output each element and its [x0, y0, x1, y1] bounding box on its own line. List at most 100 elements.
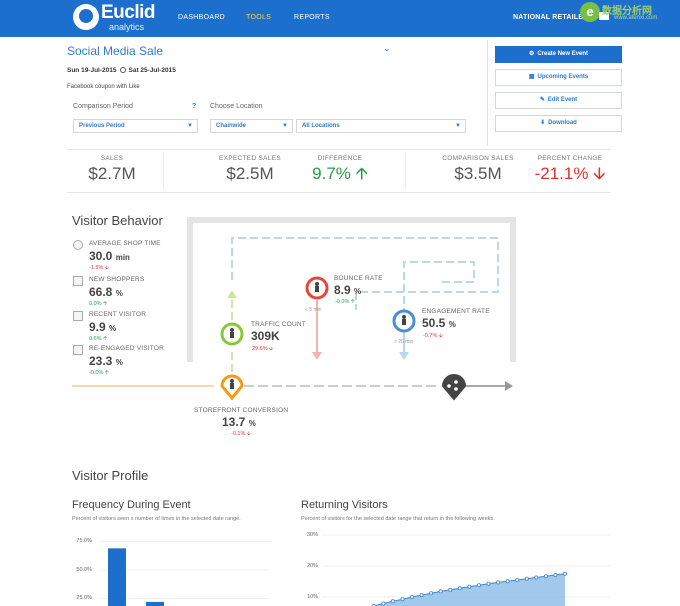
bounce-rate-delta: -0.0% 🡩 [335, 298, 355, 307]
metric-delta: -0.0% 🡩 [89, 369, 109, 378]
kpi-value: $2.5M [226, 164, 274, 183]
returning-point [486, 581, 491, 586]
metric-value: 9.9 % [89, 320, 116, 334]
returning-point [448, 587, 453, 592]
kpi-value: $2.7M [88, 164, 136, 183]
kpi-label: SALES [100, 155, 124, 162]
event-title[interactable]: Social Media Sale [67, 44, 164, 58]
end-date: Sat 25-Jul-2015 [128, 67, 176, 74]
returning-point [419, 593, 424, 598]
calendar-icon [73, 311, 83, 321]
calendar-icon [73, 345, 83, 355]
frequency-title: Frequency During Event [72, 499, 191, 511]
watermark-logo-icon: e [580, 2, 600, 22]
visitor-behavior-title: Visitor Behavior [72, 213, 163, 228]
returning-description: Percent of visitors for the selected dat… [301, 516, 495, 522]
engagement-time-label: > 20 min [394, 339, 414, 345]
location-group-value: Chainwide [216, 123, 247, 129]
arrow-down-icon: 🡫 [246, 431, 251, 437]
returning-point [534, 575, 539, 580]
returning-point [429, 591, 434, 596]
engagement-arrowhead [399, 352, 409, 360]
metric-unit: % [109, 324, 117, 333]
chevron-down-icon: ▼ [282, 123, 288, 129]
returning-point [438, 589, 443, 594]
returning-tick: 10% [306, 594, 318, 600]
kpi-label: DIFFERENCE [317, 155, 363, 162]
location-select[interactable]: All Locations ▼ [296, 119, 466, 133]
location-value: All Locations [302, 123, 340, 129]
arrow-up-icon: 🡩 [103, 301, 108, 307]
brand-subtitle: analytics [109, 22, 145, 32]
returning-point [409, 595, 414, 600]
event-description: Facebook coupon with Like [67, 84, 140, 90]
comparison-period-select[interactable]: Previous Period ▼ [73, 119, 198, 133]
start-date: Sun 19-Jul-2015 [67, 67, 117, 74]
kpi-label: PERCENT CHANGE [537, 155, 603, 162]
download-icon: ⬇ [540, 120, 546, 126]
metric-label: AVERAGE SHOP TIME [89, 240, 161, 247]
brand-name[interactable]: Euclid [101, 2, 156, 23]
calendar-icon [73, 276, 83, 286]
nav-dashboard[interactable]: DASHBOARD [178, 14, 226, 21]
returning-point [496, 580, 501, 585]
returning-tick: 30% [306, 532, 318, 538]
metric-delta-value: 0.6% [89, 336, 102, 342]
exit-node [441, 374, 467, 401]
bounce-unit: % [354, 287, 362, 296]
returning-point [553, 573, 558, 578]
metric-unit: % [115, 358, 123, 367]
storefront-conversion-delta: -0.1% 🡫 [231, 430, 251, 439]
traffic-node [220, 322, 244, 346]
metric-number: 23.3 [89, 354, 113, 368]
chevron-down-icon[interactable]: ⌄ [383, 43, 391, 53]
engagement-delta-value: -0.7% [423, 333, 438, 339]
engagement-rate-value: 50.5 % [422, 316, 456, 330]
kpi-sales: SALES $2.7M [72, 155, 152, 183]
create-event-button[interactable]: ⚙ Create New Event [495, 46, 622, 63]
chevron-down-icon: ▼ [187, 123, 193, 129]
nav-tools[interactable]: TOOLS [246, 14, 272, 21]
returning-point [467, 584, 472, 589]
kpi-percent-change: PERCENT CHANGE -21.1% 🡫 [528, 155, 612, 183]
arrow-up-icon: 🡩 [350, 164, 368, 183]
arrow-up-icon: 🡩 [103, 336, 108, 342]
upcoming-events-button[interactable]: ▦ Upcoming Events [495, 69, 622, 86]
download-button[interactable]: ⬇ Download [495, 115, 622, 132]
frequency-tick: 25.0% [76, 595, 92, 601]
choose-location-label: Choose Location [210, 103, 263, 110]
bounce-node [305, 276, 329, 300]
arrow-down-icon: 🡫 [588, 164, 606, 183]
create-event-label: Create New Event [537, 51, 589, 57]
visitor-profile-title: Visitor Profile [72, 468, 149, 483]
location-group-select[interactable]: Chainwide ▼ [210, 119, 293, 133]
metric-number: 9.9 [89, 320, 106, 334]
engagement-rate-delta: -0.7% 🡫 [423, 332, 443, 341]
kpi-value: $3.5M [454, 164, 502, 183]
returning-tick: 20% [306, 563, 318, 569]
edit-event-button[interactable]: ✎ Edit Event [495, 92, 622, 109]
metric-value: 30.0 min [89, 249, 130, 263]
arrow-up-icon: 🡩 [104, 370, 109, 376]
metric-label: RECENT VISITOR [89, 311, 147, 318]
engagement-node [392, 309, 416, 333]
returning-point [457, 586, 462, 591]
clock-icon [119, 67, 126, 73]
engagement-rate-label: ENGAGEMENT RATE [422, 308, 490, 315]
storefront-number: 13.7 [222, 415, 246, 429]
calendar-icon: ▦ [528, 74, 535, 80]
help-icon[interactable]: ? [192, 103, 197, 110]
exit-arrowhead [505, 381, 513, 391]
kpi-comparison-sales: COMPARISON SALES $3.5M [433, 155, 523, 183]
frequency-bar [146, 601, 164, 606]
metric-value: 66.8 % [89, 285, 123, 299]
logo-icon[interactable] [73, 4, 99, 30]
nav-reports[interactable]: REPORTS [294, 14, 330, 21]
watermark-text: 数据分析网 [602, 6, 652, 17]
metric-label: NEW SHOPPERS [89, 276, 145, 283]
frequency-description: Percent of visitors seen x number of tim… [72, 516, 241, 522]
retailer-menu[interactable]: NATIONAL RETAILER [513, 14, 589, 21]
storefront-delta-value: -0.1% [231, 431, 246, 437]
traffic-count-value: 309K [251, 329, 280, 343]
